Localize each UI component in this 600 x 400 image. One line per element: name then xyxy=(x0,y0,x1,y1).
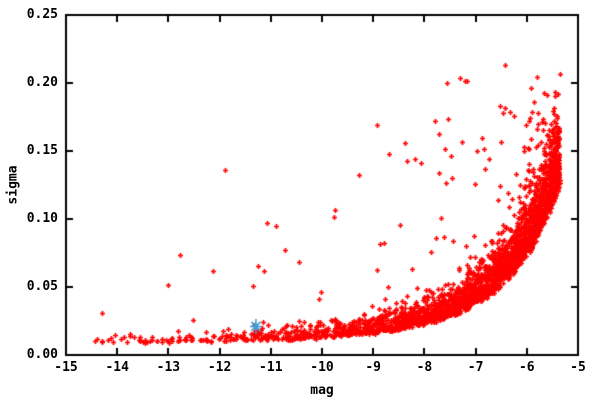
x-tick-label: -15 xyxy=(54,360,78,375)
y-tick-label: 0.15 xyxy=(26,143,58,158)
y-tick-label: 0.00 xyxy=(26,347,58,362)
x-tick-label: -7 xyxy=(467,360,484,375)
x-tick-label: -13 xyxy=(156,360,181,375)
y-tick-label: 0.25 xyxy=(26,7,58,22)
x-tick-label: -12 xyxy=(207,360,232,375)
x-tick-label: -11 xyxy=(259,360,283,375)
x-tick-label: -6 xyxy=(518,360,535,375)
x-tick-label: -9 xyxy=(365,360,382,375)
y-tick-label: 0.10 xyxy=(26,211,58,226)
x-axis-title: mag xyxy=(310,383,334,398)
x-tick-label: -8 xyxy=(416,360,433,375)
x-tick-label: -14 xyxy=(105,360,129,375)
x-tick-label: -5 xyxy=(570,360,586,375)
y-tick-label: 0.05 xyxy=(26,279,58,294)
y-tick-label: 0.20 xyxy=(26,75,58,90)
y-axis-title: sigma xyxy=(5,165,21,205)
x-tick-label: -10 xyxy=(310,360,334,375)
